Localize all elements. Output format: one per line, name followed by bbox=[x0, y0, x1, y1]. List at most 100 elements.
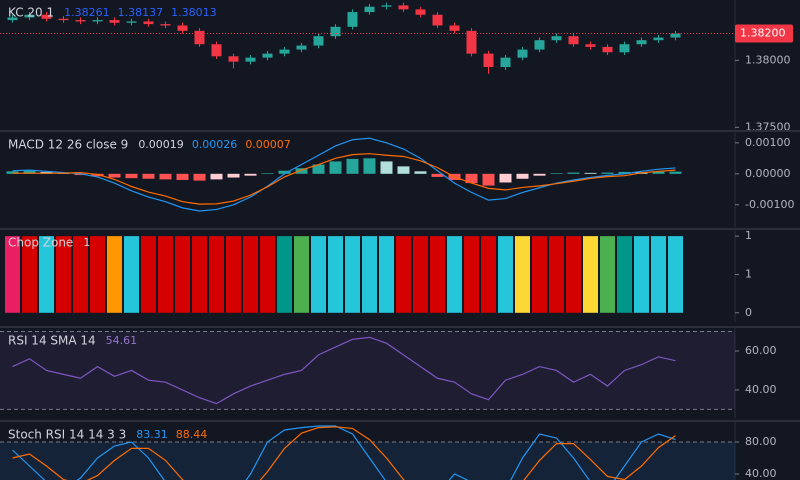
zone-bar bbox=[175, 236, 190, 313]
zone-bar bbox=[141, 236, 156, 313]
zone-bar bbox=[617, 236, 632, 313]
zone-bar bbox=[498, 236, 513, 313]
zone-bar bbox=[226, 236, 241, 313]
legend-value: 1.38013 bbox=[171, 6, 217, 19]
candle-body bbox=[619, 44, 630, 53]
zone-bar bbox=[22, 236, 37, 313]
histogram-bar bbox=[142, 173, 155, 179]
candle-body bbox=[432, 14, 443, 26]
histogram-bar bbox=[108, 173, 121, 178]
candle-body bbox=[534, 40, 545, 50]
zone-bar bbox=[396, 236, 411, 313]
pane bbox=[5, 236, 683, 313]
current-price-tag bbox=[735, 24, 793, 43]
pane bbox=[7, 2, 681, 74]
candle-body bbox=[517, 49, 528, 58]
indicator-line bbox=[12, 336, 676, 405]
zone-bar bbox=[294, 236, 309, 313]
histogram-bar bbox=[414, 171, 427, 174]
y-tick-label: 40.00 bbox=[745, 467, 777, 480]
candle-body bbox=[415, 9, 426, 15]
histogram-bar bbox=[533, 173, 546, 176]
zone-bar bbox=[430, 236, 445, 313]
legend-value: 1.38137 bbox=[118, 6, 164, 19]
histogram-bar bbox=[618, 171, 631, 174]
histogram-bar bbox=[584, 172, 597, 174]
zone-bar bbox=[39, 236, 54, 313]
zone-bar bbox=[243, 236, 258, 313]
y-tick-label: 0 bbox=[745, 306, 752, 319]
zone-bar bbox=[107, 236, 122, 313]
candle-body bbox=[313, 36, 324, 46]
indicator-line bbox=[12, 425, 676, 480]
legend-value: 0.00007 bbox=[245, 138, 291, 151]
candle-body bbox=[143, 21, 154, 25]
histogram-bar bbox=[193, 173, 206, 181]
candle-body bbox=[262, 53, 273, 58]
legend-title: Stoch RSI 14 14 3 3 bbox=[8, 428, 126, 442]
histogram-bar bbox=[465, 173, 478, 184]
zone-bar bbox=[583, 236, 598, 313]
histogram-bar bbox=[74, 173, 87, 176]
band-fill bbox=[0, 331, 735, 410]
histogram-bar bbox=[550, 173, 563, 174]
candle-body bbox=[211, 44, 222, 57]
histogram-bar bbox=[567, 172, 580, 174]
zone-bar bbox=[464, 236, 479, 313]
histogram-bar bbox=[363, 158, 376, 174]
zone-bar bbox=[515, 236, 530, 313]
histogram-bar bbox=[227, 173, 240, 178]
histogram-bar bbox=[652, 171, 665, 174]
zone-bar bbox=[345, 236, 360, 313]
zone-bar bbox=[362, 236, 377, 313]
candle-body bbox=[602, 46, 613, 53]
candle-body bbox=[449, 25, 460, 31]
candle-body bbox=[279, 49, 290, 54]
y-tick-label: 0.00000 bbox=[745, 167, 791, 180]
zone-bar bbox=[209, 236, 224, 313]
zone-bar bbox=[73, 236, 88, 313]
histogram-bar bbox=[176, 173, 189, 180]
candle-body bbox=[568, 36, 579, 45]
histogram-bar bbox=[261, 173, 274, 174]
zone-bar bbox=[634, 236, 649, 313]
legend-title: Chop Zone bbox=[8, 236, 73, 250]
candle-body bbox=[126, 21, 137, 23]
legend-value: 0.00026 bbox=[192, 138, 238, 151]
histogram-bar bbox=[431, 173, 444, 177]
histogram-bar bbox=[278, 170, 291, 174]
legend-value: 1.38261 bbox=[64, 6, 110, 19]
zone-bar bbox=[549, 236, 564, 313]
zone-bar bbox=[311, 236, 326, 313]
zone-bar bbox=[56, 236, 71, 313]
zone-bar bbox=[566, 236, 581, 313]
candle-body bbox=[24, 14, 35, 18]
histogram-bar bbox=[312, 164, 325, 174]
legend-value: 0.00019 bbox=[138, 138, 184, 151]
candle-body bbox=[347, 12, 358, 27]
y-tick-label: 80.00 bbox=[745, 435, 777, 448]
zone-bar bbox=[260, 236, 275, 313]
zone-bar bbox=[328, 236, 343, 313]
candle-body bbox=[500, 57, 511, 68]
candle-body bbox=[296, 45, 307, 50]
histogram-bar bbox=[601, 172, 614, 174]
candle-body bbox=[381, 5, 392, 7]
histogram-bar bbox=[244, 173, 257, 176]
candle-body bbox=[7, 17, 18, 21]
zone-bar bbox=[379, 236, 394, 313]
candle-body bbox=[653, 37, 664, 41]
zone-bar bbox=[192, 236, 207, 313]
candle-body bbox=[483, 53, 494, 68]
y-tick-label: 40.00 bbox=[745, 383, 777, 396]
candle-body bbox=[670, 33, 681, 38]
histogram-bar bbox=[159, 173, 172, 180]
candle-body bbox=[330, 26, 341, 37]
histogram-bar bbox=[295, 168, 308, 174]
histogram-bar bbox=[23, 170, 36, 174]
candle-body bbox=[551, 36, 562, 41]
candle-body bbox=[364, 6, 375, 13]
histogram-bar bbox=[125, 173, 138, 179]
pane bbox=[0, 331, 735, 410]
